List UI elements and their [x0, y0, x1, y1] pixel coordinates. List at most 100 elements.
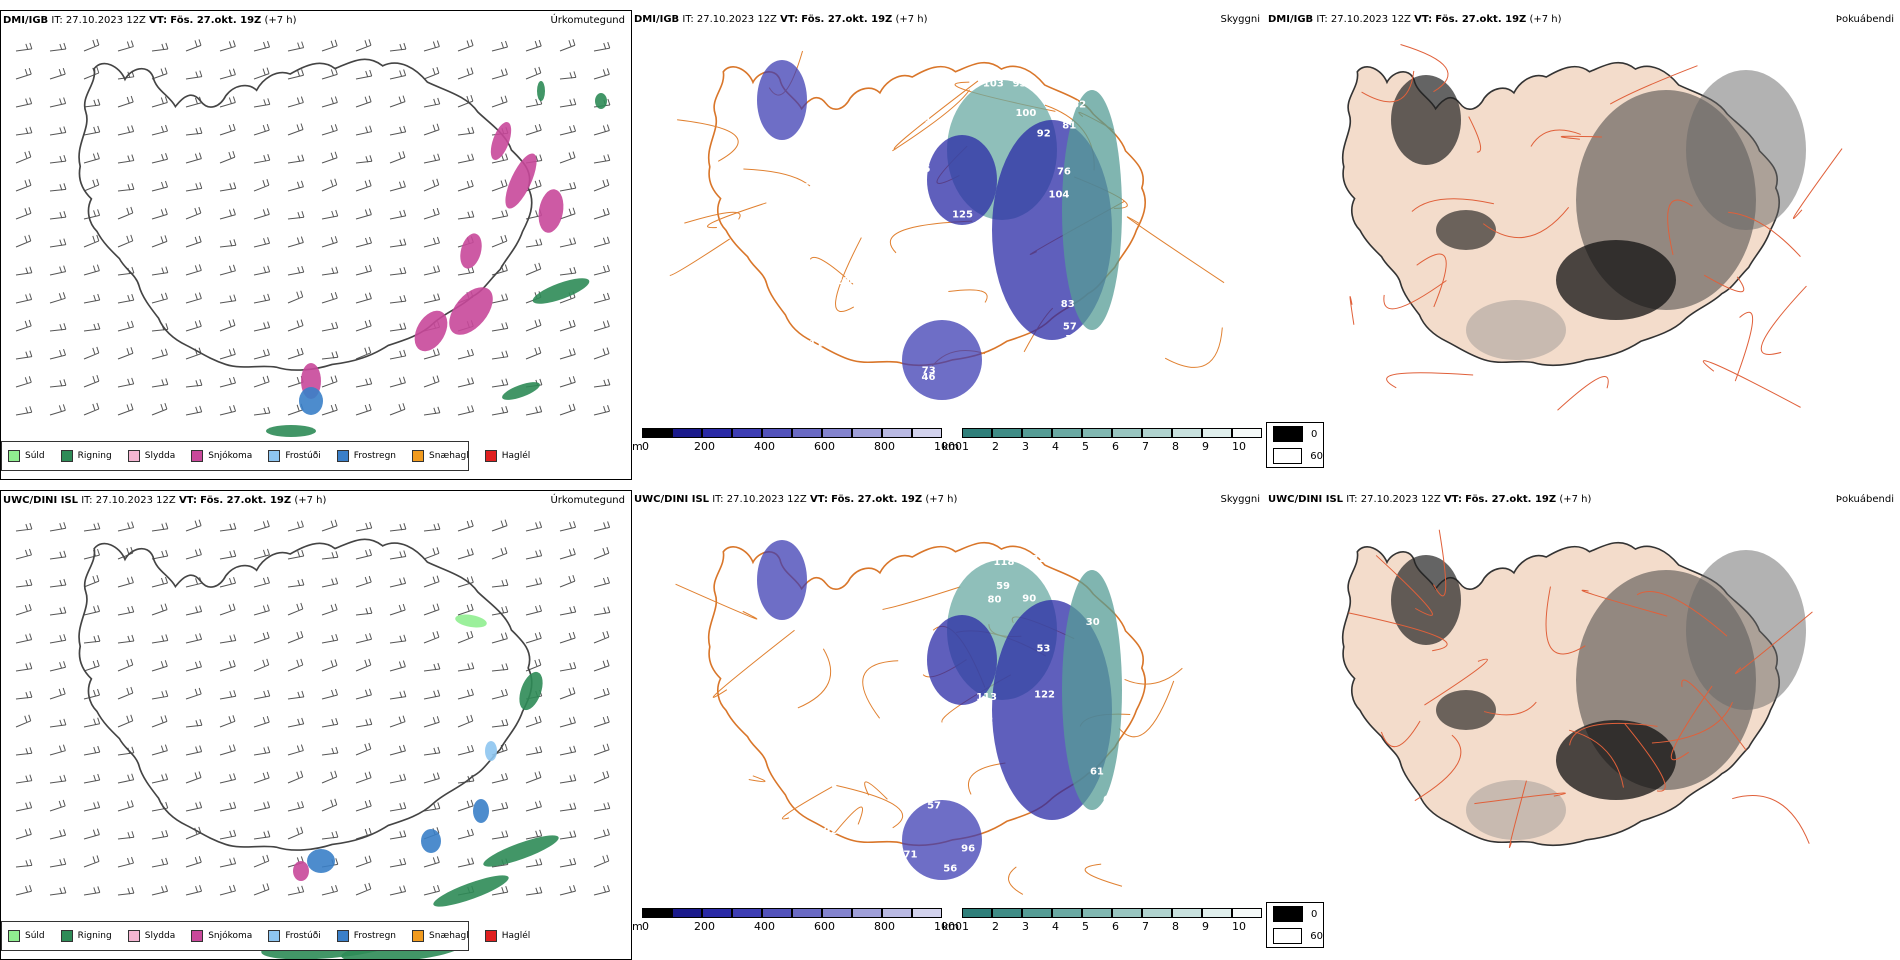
cloud-base-labels: 84 82 89 59 80 48 71 92 70 65 118 818 96 80 182 69 56 47 6…: [794, 554, 1117, 883]
legend-item: Frostregn: [336, 930, 396, 942]
legend-swatch: [484, 450, 497, 462]
valid-time: Fös. 27.okt. 19Z: [801, 14, 893, 25]
fog-legend-label: 60: [1310, 450, 1323, 462]
cloud-base-value: 76: [978, 283, 992, 294]
precip-type-panel: DMI/IGB IT: 27.10.2023 12Z VT: Fös. 27.o…: [0, 10, 632, 480]
fog-shading: [1391, 70, 1806, 360]
legend-label: Snjókoma: [208, 451, 253, 461]
cloud-base-unit: m: [632, 920, 643, 933]
cloud-base-tick: 0: [642, 440, 649, 453]
cloud-base-value: 92: [1037, 129, 1051, 140]
legend-label: Rigning: [77, 931, 112, 941]
cloud-base-tick: 200: [694, 440, 715, 453]
panel-title: Skyggni: [1220, 14, 1260, 25]
cloud-base-value: 122: [859, 96, 880, 107]
visibility-bar-segment: [1172, 908, 1202, 918]
cloud-base-value: 61: [1090, 767, 1104, 778]
cloud-base-value: 104: [1048, 190, 1069, 201]
cloud-base-value: 46: [922, 372, 936, 383]
init-time: 27.10.2023 12Z: [696, 14, 777, 25]
cloud-base-bar-segment: [852, 428, 882, 438]
init-time: 27.10.2023 12Z: [726, 494, 807, 505]
fog-map: [1341, 529, 1813, 849]
visibility-bar-segment: [1022, 428, 1052, 438]
visibility-tick: 9: [1202, 920, 1209, 933]
colorbars: m 0 200 400 600 800 1000 km 1 2 3 4 5 6 7 8 9 10: [632, 908, 1266, 948]
lead-time: (+7 h): [1529, 14, 1562, 25]
visibility-tick: 2: [992, 440, 999, 453]
panel-title: Skyggni: [1220, 494, 1260, 505]
valid-time-label: VT:: [1414, 14, 1433, 25]
visibility-bar-segment: [1052, 908, 1082, 918]
legend-swatch: [60, 930, 73, 942]
cloud-base-tick: 600: [814, 440, 835, 453]
cloud-areas: [757, 540, 1122, 880]
model-name: DMI/IGB: [3, 15, 49, 26]
cloud-base-value: 182: [857, 591, 878, 602]
visibility-unit: km: [942, 920, 960, 933]
visibility-tick: 5: [1082, 920, 1089, 933]
precip-areas: [261, 614, 559, 959]
visibility-tick: 7: [1142, 920, 1149, 933]
visibility-tick: 9: [1202, 440, 1209, 453]
precip-legend: Súld Rigning Slydda Snjókoma Frostúði Frostre…: [1, 441, 530, 471]
cloud-base-value: 83: [1061, 299, 1075, 310]
cloud-base-value: 82: [1031, 554, 1045, 565]
wind-barbs: [15, 38, 611, 416]
legend-swatch: [8, 450, 20, 462]
legend-swatch: [60, 450, 73, 462]
cloud-base-tick: 800: [874, 920, 895, 933]
cloud-base-value: 76: [1057, 167, 1071, 178]
cloud-base-bar-segment: [912, 428, 942, 438]
precip-map: [15, 519, 611, 959]
cloud-base-value: 81: [1062, 120, 1076, 131]
panel-header: DMI/IGB IT: 27.10.2023 12Z VT: Fös. 27.o…: [1266, 10, 1900, 30]
fog-legend-row: 0: [1267, 903, 1323, 925]
legend-label: Haglél: [501, 931, 531, 941]
panel-title: Þokuábendi: [1835, 494, 1894, 505]
cloud-base-value: 66: [920, 719, 934, 730]
valid-time-label: VT:: [149, 15, 168, 26]
cloud-base-tick: 0: [642, 920, 649, 933]
visibility-bar-segment: [1142, 908, 1172, 918]
cloud-base-value: 96: [961, 844, 975, 855]
cloud-base-value: 113: [976, 692, 997, 703]
cloud-map: 84 82 89 59 80 48 71 92 70 65 118 818 96 80 182 69 56 47 6…: [675, 540, 1183, 895]
cloud-base-value: 96: [863, 375, 877, 386]
cloud-base-tick: 600: [814, 920, 835, 933]
wind-barbs: [15, 519, 611, 896]
cloud-base-value: 82: [979, 715, 993, 726]
valid-time: Fös. 27.okt. 19Z: [1465, 494, 1557, 505]
legend-swatch: [8, 930, 20, 942]
panel-title: Úrkomutegund: [550, 495, 625, 506]
lead-time: (+7 h): [264, 15, 297, 26]
cloud-base-value: 73: [822, 137, 836, 148]
init-time-label: IT:: [682, 14, 694, 25]
cloud-base-value: 73: [922, 366, 936, 377]
iceland-outline: [78, 538, 533, 851]
cloud-base-value: 194: [804, 177, 825, 188]
fog-roads: [1349, 44, 1843, 411]
visibility-tick: 6: [1112, 920, 1119, 933]
legend-swatch: [127, 930, 140, 942]
cloud-base-value: 129: [1128, 104, 1149, 115]
visibility-tick: 3: [1022, 920, 1029, 933]
cloud-base-value: 62: [795, 145, 809, 156]
valid-time: Fös. 27.okt. 19Z: [170, 15, 262, 26]
cloud-base-bar-segment: [882, 908, 912, 918]
cloud-base-tick: 200: [694, 920, 715, 933]
cloud-base-bar-segment: [792, 428, 822, 438]
legend-item: Snjókoma: [191, 930, 252, 942]
visibility-tick: 4: [1052, 920, 1059, 933]
cloud-base-value: 70: [804, 862, 818, 873]
legend-label: Frostúði: [285, 451, 321, 461]
cloud-base-value: 118: [994, 557, 1015, 568]
fog-legend-swatch: [1273, 448, 1303, 464]
model-name: DMI/IGB: [1268, 14, 1314, 25]
legend-label: Súld: [25, 451, 45, 461]
init-time-label: IT:: [1346, 494, 1358, 505]
visibility-bar-segment: [1112, 428, 1142, 438]
visibility-bar-segment: [1172, 428, 1202, 438]
cloud-base-value: 125: [952, 210, 973, 221]
cloud-base-value: 59: [996, 581, 1010, 592]
